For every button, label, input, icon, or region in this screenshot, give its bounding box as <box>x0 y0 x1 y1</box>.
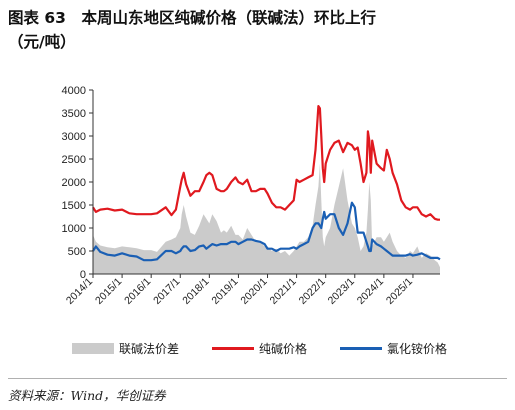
x-tick-label: 2018/1 <box>180 276 211 307</box>
legend-label-price-diff: 联碱法价差 <box>119 342 180 356</box>
legend-swatch-soda-ash <box>212 347 254 350</box>
x-tick-label: 2025/1 <box>384 276 415 307</box>
y-tick-label: 3500 <box>62 108 86 120</box>
series-line-soda-ash <box>92 104 440 221</box>
legend-label-ammonium-chloride: 氯化铵价格 <box>387 342 448 356</box>
chart-title: 图表 63 本周山东地区纯碱价格（联碱法）环比上行 （元/吨） <box>8 6 508 54</box>
y-tick-label: 4000 <box>62 85 86 97</box>
source-divider <box>8 378 507 379</box>
legend-item-price-diff: 联碱法价差 <box>72 340 179 357</box>
legend-item-soda-ash: 纯碱价格 <box>212 340 307 357</box>
legend-item-ammonium-chloride: 氯化铵价格 <box>340 340 447 357</box>
y-tick-label: 2500 <box>62 154 86 166</box>
x-tick-label: 2021/1 <box>268 276 299 307</box>
series-line-ammonium-chloride <box>92 201 441 262</box>
y-tick-label: 1000 <box>62 223 86 235</box>
x-tick-label: 2024/1 <box>355 276 386 307</box>
x-tick-label: 2017/1 <box>151 276 182 307</box>
series-area-price-diff <box>93 163 440 274</box>
legend-swatch-ammonium-chloride <box>340 347 382 350</box>
y-tick-label: 1500 <box>62 200 86 212</box>
x-tick-label: 2016/1 <box>122 276 153 307</box>
x-tick-label: 2019/1 <box>209 276 240 307</box>
y-tick-label: 3000 <box>62 131 86 143</box>
chart-legend: 联碱法价差 纯碱价格 氯化铵价格 <box>72 340 472 358</box>
y-tick-label: 2000 <box>62 177 86 189</box>
legend-swatch-price-diff <box>72 343 114 354</box>
source-note: 资料来源：Wind，华创证券 <box>8 388 166 403</box>
x-tick-label: 2020/1 <box>238 276 269 307</box>
chart-plot: 050010001500200025003000350040002014/120… <box>62 85 441 307</box>
chart-title-line1: 图表 63 本周山东地区纯碱价格（联碱法）环比上行 <box>8 9 376 27</box>
x-tick-label: 2015/1 <box>93 276 124 307</box>
x-tick-label: 2023/1 <box>326 276 357 307</box>
y-tick-label: 500 <box>68 246 86 258</box>
x-tick-label: 2022/1 <box>297 276 328 307</box>
legend-label-soda-ash: 纯碱价格 <box>259 342 308 356</box>
y-tick-label: 0 <box>80 269 86 281</box>
chart-title-line2: （元/吨） <box>8 33 76 51</box>
